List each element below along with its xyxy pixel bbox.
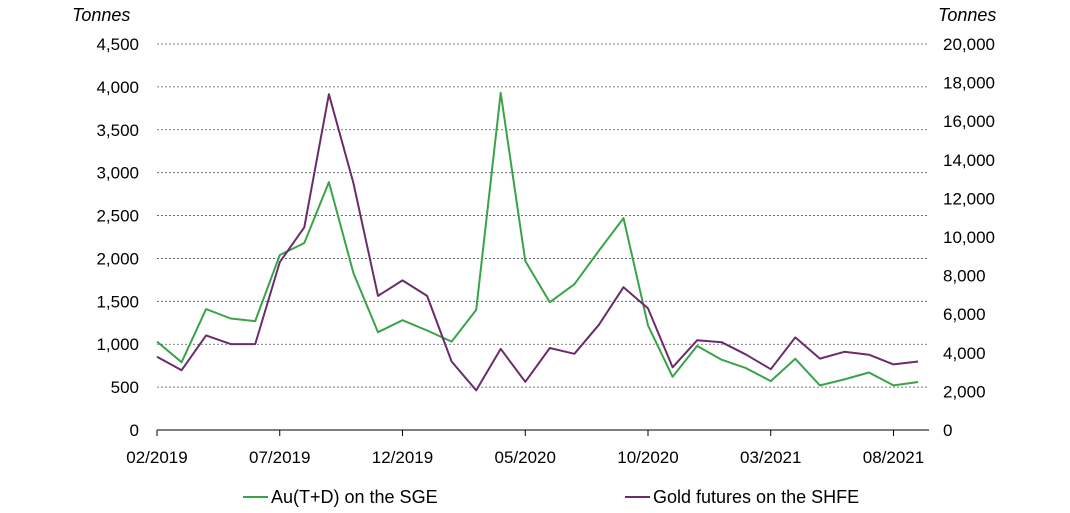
left-axis-unit: Tonnes	[72, 5, 130, 25]
x-axis-tick-label: 10/2020	[617, 448, 678, 467]
right-axis-tick-label: 12,000	[943, 189, 995, 208]
right-axis-unit: Tonnes	[938, 5, 996, 25]
left-axis-tick-label: 1,000	[96, 335, 139, 354]
series-lines	[156, 91, 919, 392]
series-line-shfe	[156, 93, 919, 392]
right-axis-tick-label: 2,000	[943, 382, 986, 401]
right-axis-ticks: 0 2,000 4,000 6,000 8,000 10,000 12,000 14,000 1…	[943, 35, 995, 440]
gridlines	[157, 43, 929, 388]
right-axis-tick-label: 18,000	[943, 74, 995, 93]
left-axis-tick-label: 500	[111, 378, 139, 397]
series-line-sge	[156, 91, 919, 387]
left-axis-tick-label: 0	[130, 421, 139, 440]
x-axis-tick-label: 02/2019	[126, 448, 187, 467]
left-axis-tick-label: 3,500	[96, 121, 139, 140]
x-axis-tick-label: 03/2021	[740, 448, 801, 467]
right-axis-tick-label: 14,000	[943, 151, 995, 170]
left-axis-ticks: 0 500 1,000 1,500 2,000 2,500 3,000 3,500 4,000 4…	[96, 35, 139, 440]
left-axis-tick-label: 3,000	[96, 164, 139, 183]
x-axis-ticks: 02/2019 07/2019 12/2019 05/2020 10/2020 03/20…	[126, 430, 924, 467]
x-axis-tick-label: 07/2019	[249, 448, 310, 467]
right-axis-tick-label: 4,000	[943, 344, 986, 363]
legend: Au(T+D) on the SGE Gold futures on the S…	[243, 487, 859, 507]
right-axis-tick-label: 0	[943, 421, 952, 440]
left-axis-tick-label: 2,000	[96, 249, 139, 268]
legend-label-shfe: Gold futures on the SHFE	[653, 487, 859, 507]
right-axis-tick-label: 16,000	[943, 112, 995, 131]
right-axis-tick-label: 20,000	[943, 35, 995, 54]
legend-label-sge: Au(T+D) on the SGE	[271, 487, 438, 507]
right-axis-tick-label: 10,000	[943, 228, 995, 247]
x-axis-tick-label: 08/2021	[863, 448, 924, 467]
left-axis-tick-label: 4,000	[96, 78, 139, 97]
left-axis-tick-label: 4,500	[96, 35, 139, 54]
left-axis-tick-label: 1,500	[96, 292, 139, 311]
left-axis-tick-label: 2,500	[96, 207, 139, 226]
right-axis-tick-label: 6,000	[943, 305, 986, 324]
x-axis-tick-label: 05/2020	[495, 448, 556, 467]
x-axis-tick-label: 12/2019	[372, 448, 433, 467]
right-axis-tick-label: 8,000	[943, 267, 986, 286]
